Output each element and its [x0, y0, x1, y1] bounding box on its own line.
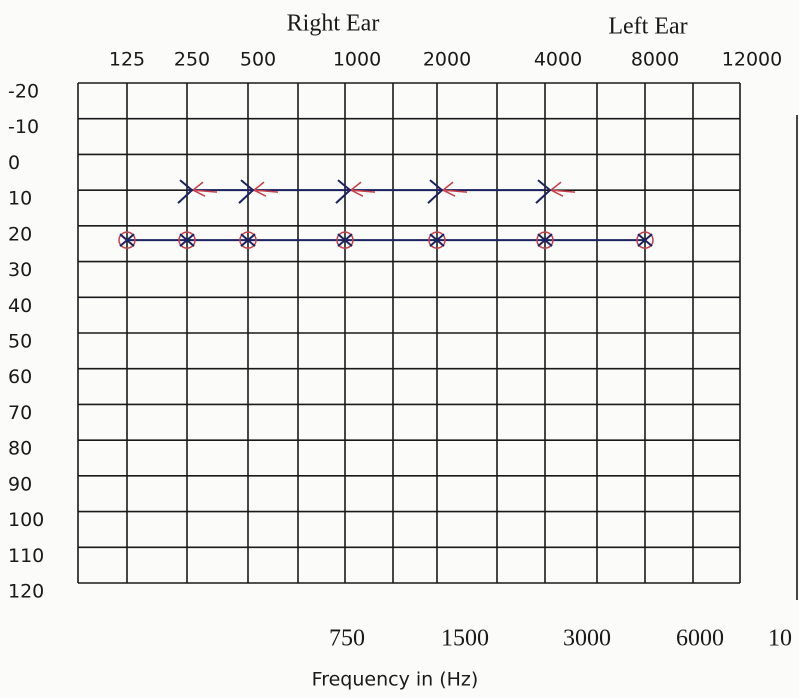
x-tick-label-secondary: 3000 — [563, 626, 611, 652]
marker — [240, 233, 256, 247]
marker — [179, 233, 195, 247]
y-tick-label: 120 — [8, 581, 44, 603]
x-tick-label: 500 — [240, 49, 276, 71]
y-tick-label: 100 — [8, 509, 44, 531]
x-tick-label-secondary: 1500 — [441, 626, 489, 652]
marker-circle — [428, 231, 446, 249]
y-tick-label: 110 — [8, 545, 44, 567]
marker-circle — [178, 231, 196, 249]
marker — [535, 179, 552, 204]
y-tick-label: 30 — [8, 259, 32, 281]
y-tick-label: 70 — [8, 402, 32, 424]
y-tick-label: 90 — [8, 473, 32, 495]
marker — [177, 179, 194, 204]
marker-circle — [636, 231, 654, 249]
x-tick-label-secondary: 10 — [768, 626, 792, 652]
y-tick-label: 40 — [8, 295, 32, 317]
x-tick-label: 1000 — [333, 49, 381, 71]
y-tick-label: 50 — [8, 331, 32, 353]
y-tick-label: -20 — [8, 81, 39, 103]
marker-circle — [536, 231, 554, 249]
x-axis-title: Frequency in (Hz) — [312, 669, 479, 691]
x-tick-label: 4000 — [534, 49, 582, 71]
x-tick-label: 2000 — [423, 49, 471, 71]
marker — [427, 179, 444, 204]
marker — [429, 233, 445, 247]
marker — [337, 233, 353, 247]
x-tick-label: 8000 — [631, 49, 679, 71]
marker — [537, 233, 553, 247]
y-tick-label: 0 — [8, 152, 20, 174]
y-tick-label: 60 — [8, 366, 32, 388]
x-tick-label: 250 — [174, 49, 210, 71]
marker — [238, 179, 255, 204]
marker-circle — [118, 231, 136, 249]
y-tick-label: 20 — [8, 223, 32, 245]
heading: Right Ear — [287, 11, 380, 37]
marker — [335, 179, 352, 204]
x-tick-label: 125 — [109, 49, 145, 71]
marker-circle — [239, 231, 257, 249]
y-tick-label: 10 — [8, 188, 32, 210]
marker-circle — [336, 231, 354, 249]
heading: Left Ear — [608, 14, 687, 40]
x-tick-label-secondary: 6000 — [676, 626, 724, 652]
marker — [119, 233, 135, 247]
x-tick-label: 12000 — [722, 49, 782, 71]
y-tick-label: 80 — [8, 438, 32, 460]
x-tick-label-secondary: 750 — [329, 626, 365, 652]
marker — [637, 233, 653, 247]
y-tick-label: -10 — [8, 116, 39, 138]
marker-red — [549, 181, 576, 197]
